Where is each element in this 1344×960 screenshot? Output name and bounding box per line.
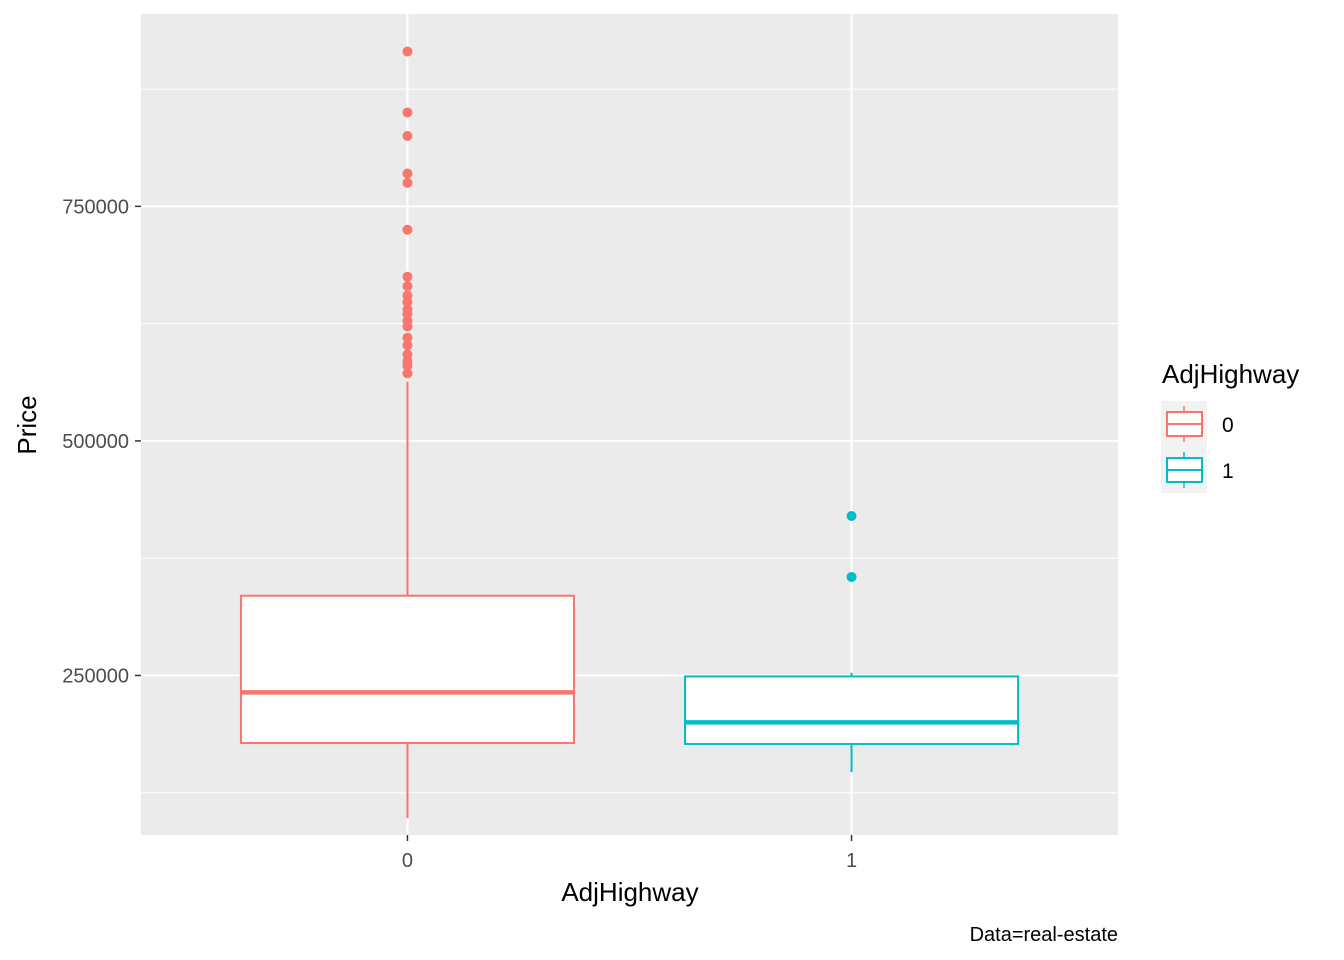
boxes [239, 46, 1020, 819]
outlier-point [402, 271, 413, 282]
legend: AdjHighway 0 1 [1161, 359, 1299, 493]
box [239, 594, 575, 745]
outlier-point [402, 107, 413, 118]
legend-title: AdjHighway [1162, 359, 1299, 389]
minor-gridlines [141, 88, 1118, 794]
x-tick-label: 0 [402, 850, 413, 872]
outlier-point [846, 510, 857, 521]
outlier-point [402, 368, 413, 379]
legend-label: 1 [1222, 460, 1234, 483]
y-tick-label: 250000 [62, 665, 129, 687]
y-tick-label: 500000 [62, 431, 129, 453]
outlier-point [402, 130, 413, 141]
y-axis: 250000 500000 750000 [62, 196, 141, 687]
outlier-point [402, 46, 413, 57]
y-axis-title: Price [12, 395, 42, 454]
x-tick-label: 1 [846, 850, 857, 872]
box-group-1 [684, 510, 1020, 773]
box [684, 675, 1020, 745]
outlier-point [402, 177, 413, 188]
outlier-point [402, 360, 413, 371]
outlier-point [846, 571, 857, 582]
legend-label: 0 [1222, 414, 1234, 437]
x-axis-title: AdjHighway [561, 877, 698, 907]
outlier-point [402, 168, 413, 179]
box-group-0 [239, 46, 575, 819]
outlier-point [402, 321, 413, 332]
outlier-point [402, 332, 413, 343]
outlier-point [402, 297, 413, 308]
outlier-point [402, 224, 413, 235]
outlier-point [402, 340, 413, 351]
outlier-point [402, 281, 413, 292]
y-tick-label: 750000 [62, 196, 129, 218]
caption: Data=real-estate [970, 924, 1118, 946]
